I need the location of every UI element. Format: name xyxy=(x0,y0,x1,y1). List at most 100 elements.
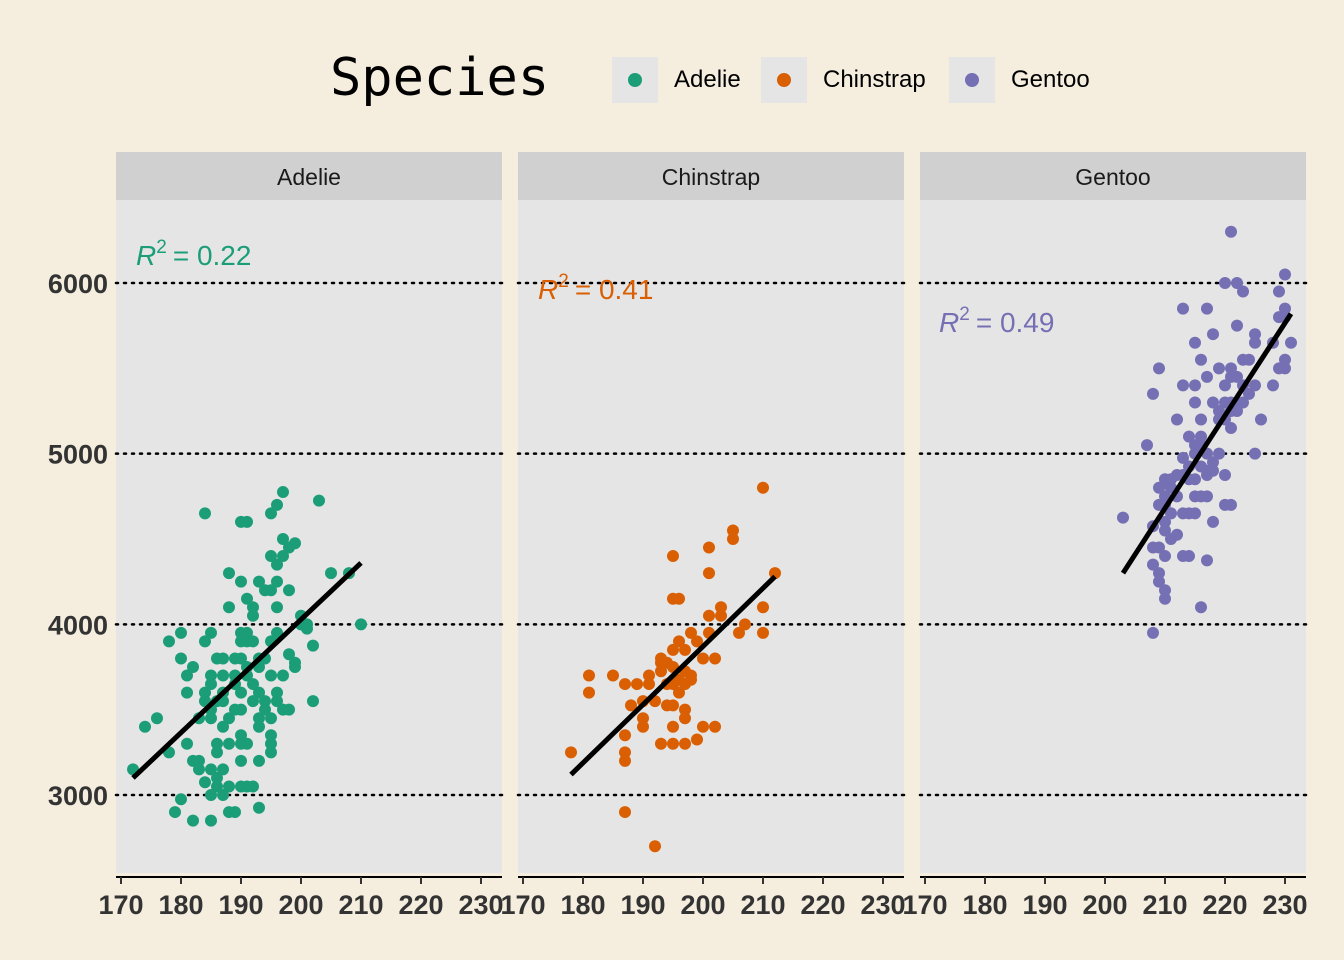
data-point xyxy=(1279,302,1291,315)
legend-key-gentoo xyxy=(949,57,995,103)
data-point xyxy=(673,686,685,699)
data-point xyxy=(265,712,277,725)
data-point xyxy=(1201,370,1213,383)
data-point xyxy=(277,550,289,563)
data-point xyxy=(199,686,211,699)
data-point xyxy=(679,703,691,716)
data-point xyxy=(1159,524,1171,537)
data-point xyxy=(691,635,703,648)
data-point xyxy=(217,789,229,801)
data-point xyxy=(253,712,265,725)
data-point xyxy=(259,703,271,716)
data-point xyxy=(1153,541,1165,554)
data-point xyxy=(685,673,697,686)
facet-strip xyxy=(920,152,1306,200)
data-point xyxy=(1255,413,1267,426)
data-point xyxy=(673,635,685,648)
data-point xyxy=(247,601,259,614)
data-point xyxy=(1183,430,1195,443)
data-point xyxy=(1195,353,1207,366)
data-point xyxy=(1213,362,1225,375)
data-point xyxy=(217,669,229,682)
data-point xyxy=(1249,379,1261,392)
data-point xyxy=(733,626,745,639)
data-point xyxy=(1201,490,1213,503)
data-point xyxy=(1219,276,1231,289)
data-point xyxy=(169,806,181,819)
data-point xyxy=(715,609,727,622)
x-tick-label-220: 220 xyxy=(800,890,845,920)
data-point xyxy=(1231,276,1243,289)
data-point xyxy=(247,635,259,648)
data-point xyxy=(271,601,283,614)
data-point xyxy=(205,712,217,725)
data-point xyxy=(1117,511,1129,524)
data-point xyxy=(697,652,709,665)
data-point xyxy=(619,678,631,691)
facet-strip-label: Adelie xyxy=(277,164,341,190)
legend-key-chinstrap xyxy=(761,57,807,103)
data-point xyxy=(649,840,661,853)
data-point xyxy=(1267,379,1279,392)
data-point xyxy=(277,669,289,682)
data-point xyxy=(313,494,325,507)
legend-label-adelie: Adelie xyxy=(674,66,741,93)
data-point xyxy=(637,720,649,733)
data-point xyxy=(205,678,217,691)
data-point xyxy=(355,618,367,631)
r-squared-label: R2 = 0.49 xyxy=(939,304,1054,338)
data-point xyxy=(667,643,679,656)
data-point xyxy=(757,626,769,639)
data-point xyxy=(1207,396,1219,409)
data-point xyxy=(1195,413,1207,426)
data-point xyxy=(247,695,259,708)
data-point xyxy=(199,635,211,648)
data-point xyxy=(1249,328,1261,341)
data-point xyxy=(1225,225,1237,238)
data-point xyxy=(619,729,631,742)
data-point xyxy=(253,754,265,767)
data-point xyxy=(703,541,715,554)
data-point xyxy=(199,776,211,789)
data-point xyxy=(1243,387,1255,400)
data-point xyxy=(271,498,283,511)
data-point xyxy=(697,720,709,733)
legend-key-adelie xyxy=(612,57,658,103)
data-point xyxy=(1219,468,1231,481)
facet-strip xyxy=(116,152,502,200)
data-point xyxy=(667,720,679,733)
data-point xyxy=(205,814,217,827)
data-point xyxy=(241,592,253,605)
data-point xyxy=(181,737,193,750)
panel-adelie: Adelie 170 180 190 200 210 220 230 R2 = 0.22 xyxy=(98,152,504,920)
data-point xyxy=(235,754,247,767)
data-point xyxy=(283,703,295,716)
data-point xyxy=(1279,362,1291,375)
regression-line xyxy=(131,561,363,780)
data-point xyxy=(271,686,283,699)
data-point xyxy=(1213,404,1225,417)
data-point xyxy=(163,635,175,648)
data-point xyxy=(187,814,199,827)
data-point xyxy=(619,754,631,767)
data-point xyxy=(1147,558,1159,571)
data-point xyxy=(205,789,217,801)
data-point xyxy=(667,737,679,750)
data-point xyxy=(253,720,265,733)
data-point xyxy=(211,780,223,793)
data-point xyxy=(1219,379,1231,392)
data-point xyxy=(727,532,739,545)
data-point xyxy=(223,737,235,750)
legend-dot-chinstrap xyxy=(777,73,791,87)
data-point xyxy=(1195,430,1207,443)
data-point xyxy=(643,669,655,682)
data-point xyxy=(265,737,277,750)
data-point xyxy=(1153,567,1165,580)
data-point xyxy=(1189,379,1201,392)
facet-strip xyxy=(518,152,904,200)
data-point xyxy=(679,712,691,725)
data-point xyxy=(271,558,283,571)
data-point xyxy=(583,686,595,699)
data-point xyxy=(241,737,253,750)
data-point xyxy=(187,660,199,673)
